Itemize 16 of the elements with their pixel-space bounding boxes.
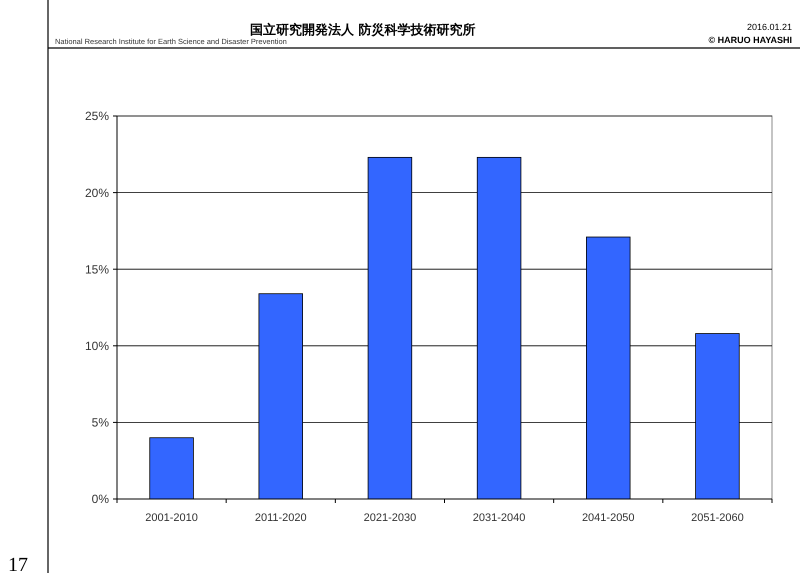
text: 国立研究開発法人 防災科学技術研究所 [250,22,476,38]
text: © HARUO HAYASHI [708,35,792,45]
y-tick-label: 10% [84,339,110,353]
y-tick-label: 20% [84,186,110,200]
x-tick-label: 2011-2020 [254,512,307,524]
x-tick-label: 2051-2060 [691,512,744,524]
text: 2016.01.21 [746,22,792,32]
x-tick-label: 2031-2040 [472,512,526,524]
x-tick-label: 2001-2010 [145,512,198,524]
y-tick-label: 15% [84,262,110,276]
text: 17 [8,554,28,573]
y-tick-label: 25% [84,109,110,124]
y-tick-label: 0% [92,492,110,506]
y-tick-label: 5% [92,416,110,430]
x-tick-label: 2041-2050 [582,512,635,524]
x-tick-label: 2021-2030 [364,512,416,524]
